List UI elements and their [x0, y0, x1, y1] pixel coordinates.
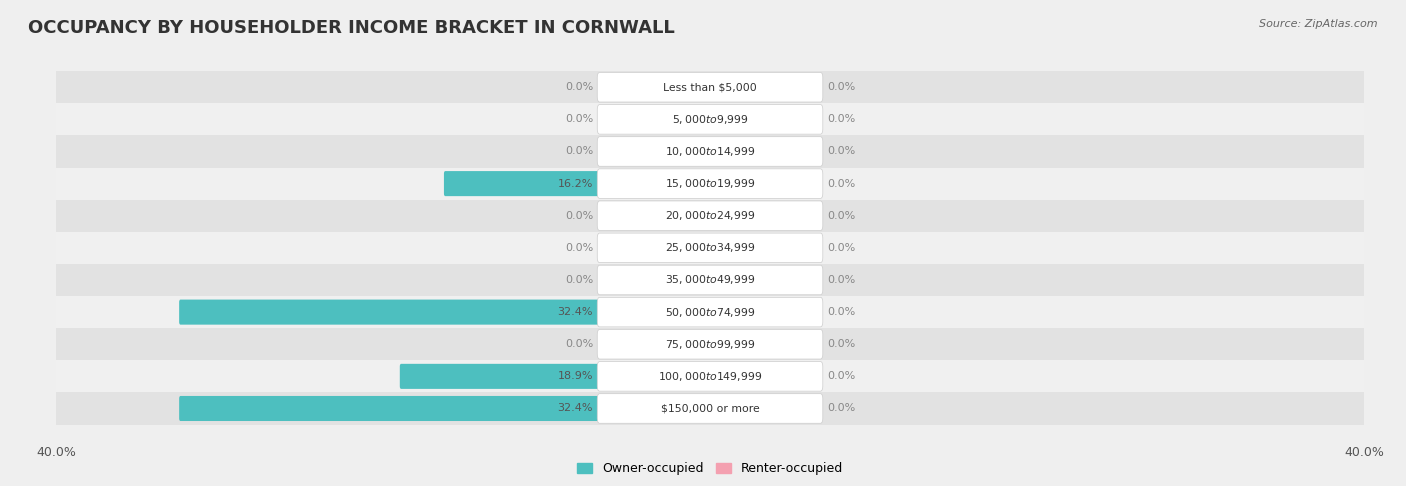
Text: 0.0%: 0.0%	[827, 146, 855, 156]
FancyBboxPatch shape	[709, 364, 735, 389]
FancyBboxPatch shape	[399, 364, 711, 389]
Bar	[56, 104, 1364, 136]
FancyBboxPatch shape	[709, 267, 735, 293]
FancyBboxPatch shape	[598, 104, 823, 134]
Text: 0.0%: 0.0%	[827, 211, 855, 221]
FancyBboxPatch shape	[709, 235, 735, 260]
Text: 0.0%: 0.0%	[565, 243, 593, 253]
FancyBboxPatch shape	[598, 201, 823, 230]
Text: $100,000 to $149,999: $100,000 to $149,999	[658, 370, 762, 383]
Text: Less than $5,000: Less than $5,000	[664, 82, 756, 92]
FancyBboxPatch shape	[598, 72, 823, 102]
FancyBboxPatch shape	[709, 139, 735, 164]
Text: 0.0%: 0.0%	[827, 307, 855, 317]
Text: 0.0%: 0.0%	[827, 275, 855, 285]
Text: $20,000 to $24,999: $20,000 to $24,999	[665, 209, 755, 222]
Text: 0.0%: 0.0%	[827, 371, 855, 382]
FancyBboxPatch shape	[709, 396, 735, 421]
Text: $75,000 to $99,999: $75,000 to $99,999	[665, 338, 755, 351]
Text: 0.0%: 0.0%	[827, 339, 855, 349]
FancyBboxPatch shape	[685, 267, 711, 293]
Text: 0.0%: 0.0%	[827, 114, 855, 124]
FancyBboxPatch shape	[598, 233, 823, 262]
FancyBboxPatch shape	[598, 362, 823, 391]
Bar	[56, 264, 1364, 296]
Bar	[56, 296, 1364, 328]
FancyBboxPatch shape	[709, 332, 735, 357]
Text: $50,000 to $74,999: $50,000 to $74,999	[665, 306, 755, 319]
Text: 0.0%: 0.0%	[565, 82, 593, 92]
FancyBboxPatch shape	[598, 137, 823, 166]
FancyBboxPatch shape	[685, 107, 711, 132]
FancyBboxPatch shape	[598, 394, 823, 423]
FancyBboxPatch shape	[709, 203, 735, 228]
Text: $150,000 or more: $150,000 or more	[661, 403, 759, 414]
Bar	[56, 71, 1364, 104]
Text: Source: ZipAtlas.com: Source: ZipAtlas.com	[1260, 19, 1378, 30]
Text: $10,000 to $14,999: $10,000 to $14,999	[665, 145, 755, 158]
Text: 0.0%: 0.0%	[827, 403, 855, 414]
FancyBboxPatch shape	[598, 330, 823, 359]
FancyBboxPatch shape	[685, 332, 711, 357]
Bar	[56, 200, 1364, 232]
FancyBboxPatch shape	[598, 265, 823, 295]
Bar	[56, 392, 1364, 425]
Text: 32.4%: 32.4%	[558, 307, 593, 317]
FancyBboxPatch shape	[598, 169, 823, 198]
FancyBboxPatch shape	[685, 75, 711, 100]
Text: $5,000 to $9,999: $5,000 to $9,999	[672, 113, 748, 126]
FancyBboxPatch shape	[685, 203, 711, 228]
Text: 32.4%: 32.4%	[558, 403, 593, 414]
FancyBboxPatch shape	[444, 171, 711, 196]
Text: 0.0%: 0.0%	[565, 275, 593, 285]
Text: 0.0%: 0.0%	[565, 339, 593, 349]
Text: 0.0%: 0.0%	[565, 211, 593, 221]
Text: 18.9%: 18.9%	[558, 371, 593, 382]
Bar	[56, 360, 1364, 392]
Text: 16.2%: 16.2%	[558, 179, 593, 189]
FancyBboxPatch shape	[598, 297, 823, 327]
FancyBboxPatch shape	[179, 299, 711, 325]
FancyBboxPatch shape	[685, 235, 711, 260]
Text: 0.0%: 0.0%	[827, 243, 855, 253]
Bar	[56, 136, 1364, 168]
Bar	[56, 232, 1364, 264]
Text: 0.0%: 0.0%	[565, 146, 593, 156]
FancyBboxPatch shape	[179, 396, 711, 421]
FancyBboxPatch shape	[685, 139, 711, 164]
Text: $25,000 to $34,999: $25,000 to $34,999	[665, 242, 755, 254]
FancyBboxPatch shape	[709, 75, 735, 100]
Text: $15,000 to $19,999: $15,000 to $19,999	[665, 177, 755, 190]
Legend: Owner-occupied, Renter-occupied: Owner-occupied, Renter-occupied	[572, 457, 848, 481]
FancyBboxPatch shape	[709, 107, 735, 132]
Text: 0.0%: 0.0%	[827, 179, 855, 189]
Text: 0.0%: 0.0%	[827, 82, 855, 92]
Bar	[56, 168, 1364, 200]
Text: 0.0%: 0.0%	[565, 114, 593, 124]
FancyBboxPatch shape	[709, 299, 735, 325]
Bar	[56, 328, 1364, 360]
Text: $35,000 to $49,999: $35,000 to $49,999	[665, 274, 755, 286]
FancyBboxPatch shape	[709, 171, 735, 196]
Text: OCCUPANCY BY HOUSEHOLDER INCOME BRACKET IN CORNWALL: OCCUPANCY BY HOUSEHOLDER INCOME BRACKET …	[28, 19, 675, 37]
